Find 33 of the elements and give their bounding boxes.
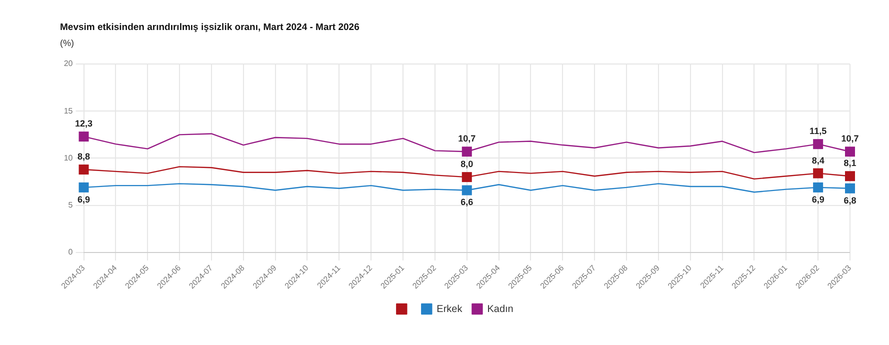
data-label: 6,9 xyxy=(78,194,90,204)
y-tick-label: 20 xyxy=(64,59,74,68)
chart-subtitle: (%) xyxy=(60,38,75,48)
point xyxy=(462,185,472,196)
point xyxy=(845,183,855,194)
data-label: 8,8 xyxy=(78,152,90,162)
data-label: 6,6 xyxy=(460,197,474,208)
legend-label: Kadın xyxy=(487,304,514,315)
point xyxy=(813,182,824,192)
point xyxy=(845,146,855,157)
data-label: 10,7 xyxy=(458,134,476,144)
point xyxy=(78,182,89,192)
data-label: 6,9 xyxy=(812,194,824,204)
point xyxy=(78,132,89,142)
data-label: 10,7 xyxy=(841,134,859,144)
chart-title: Mevsim etkisinden arındırılmış işsizlik oranı, Mart 2024 - Mart 2026 xyxy=(60,22,360,33)
point xyxy=(813,139,824,150)
point xyxy=(813,168,824,178)
point xyxy=(462,172,472,182)
data-label: 11,5 xyxy=(810,126,827,136)
data-label: 8,4 xyxy=(812,155,824,166)
data-label: 12,3 xyxy=(74,118,93,129)
point xyxy=(462,146,472,157)
y-tick-label: 0 xyxy=(68,248,74,257)
data-label: 8,0 xyxy=(460,159,474,170)
data-label: 8,1 xyxy=(844,158,856,168)
point xyxy=(78,164,89,175)
y-tick-label: 10 xyxy=(64,153,74,162)
y-tick-label: 15 xyxy=(64,106,74,116)
legend-label: Erkek xyxy=(436,304,464,315)
point xyxy=(845,171,855,182)
y-tick-label: 5 xyxy=(68,200,74,210)
data-label: 6,8 xyxy=(844,195,856,206)
